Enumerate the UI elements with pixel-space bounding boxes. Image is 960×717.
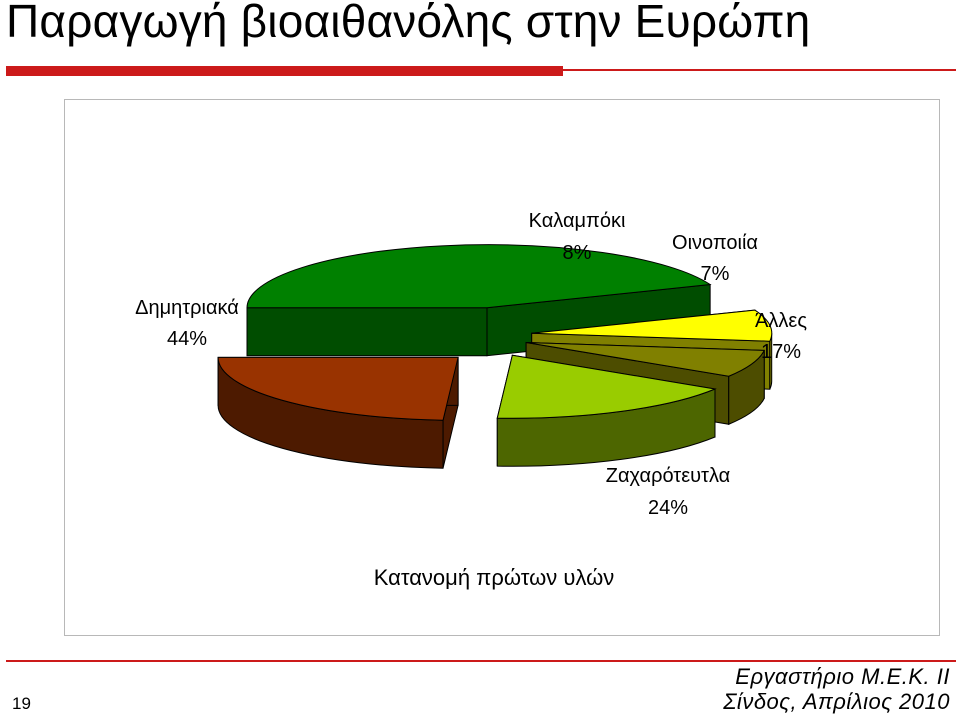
- slice-wall-dimitriaka-0: [246, 307, 488, 357]
- slice-value-dimitriaka: 44%: [167, 328, 207, 350]
- slice-top-kalampoki: [531, 309, 773, 342]
- chart-title: Κατανομή πρώτων υλών: [374, 565, 615, 590]
- title-accent-bar: [6, 66, 563, 76]
- slice-top-alles: [496, 354, 717, 419]
- footer-accent-line: [6, 660, 956, 662]
- slice-label-kalampoki: Καλαμπόκι: [529, 210, 626, 232]
- chart-frame: Δημητριακά 44% Καλαμπόκι 8% Οινοποιία 7%…: [64, 99, 940, 636]
- slice-value-zacharoteutla: 24%: [648, 497, 688, 519]
- slide-title: Παραγωγή βιοαιθανόλης στην Ευρώπη: [6, 0, 811, 47]
- pie-chart: Δημητριακά 44% Καλαμπόκι 8% Οινοποιία 7%…: [135, 210, 807, 590]
- title-accent-line: [563, 69, 956, 71]
- slice-label-dimitriaka: Δημητριακά: [135, 297, 239, 319]
- slice-label-oinopoiia: Οινοποιία: [672, 232, 758, 254]
- slice-value-oinopoiia: 7%: [701, 263, 730, 285]
- pie-slice-alles: [496, 354, 717, 467]
- slice-value-kalampoki: 8%: [563, 242, 592, 264]
- pie-slice-zacharoteutla: [217, 356, 459, 469]
- footer-lab-name: Εργαστήριο Μ.Ε.Κ. ΙΙ: [735, 664, 950, 689]
- slice-top-oinopoiia: [526, 342, 765, 377]
- footer-place-date: Σίνδος, Απρίλιος 2010: [723, 689, 950, 714]
- slice-label-alles: Άλλες: [755, 310, 807, 332]
- slice-value-alles: 17%: [761, 341, 801, 363]
- slice-label-zacharoteutla: Ζαχαρότευτλα: [606, 465, 730, 487]
- slide-number: 19: [12, 694, 31, 713]
- slice-top-zacharoteutla: [217, 356, 459, 421]
- slice-top-dimitriaka: [246, 244, 712, 309]
